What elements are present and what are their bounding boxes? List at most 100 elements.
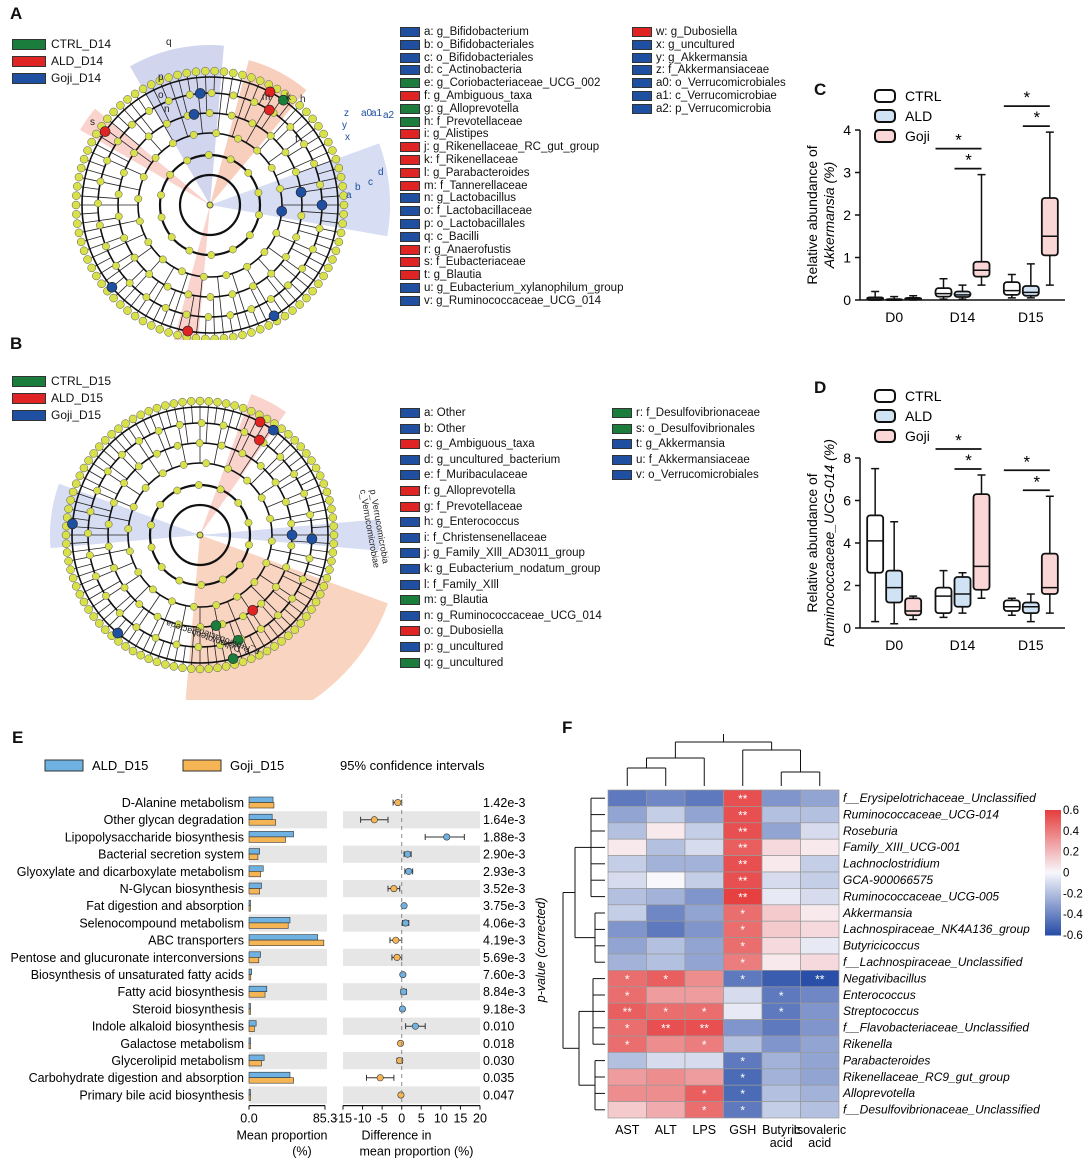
heatmap-cell bbox=[761, 871, 801, 889]
x-tick-label: 0.0 bbox=[240, 1112, 257, 1126]
clade-legend-item: u: g_Eubacterium_xylanophilum_group bbox=[400, 281, 623, 295]
leaf-node bbox=[238, 330, 247, 340]
inner-node bbox=[248, 119, 257, 128]
inner-node bbox=[249, 282, 257, 291]
biomarker-node bbox=[194, 88, 206, 99]
y-tick-label: 3 bbox=[843, 165, 851, 181]
row-label: Enterococcus bbox=[843, 988, 916, 1002]
leaf-node bbox=[322, 573, 332, 583]
tree-arc bbox=[137, 132, 283, 278]
clade-label: a: Other bbox=[424, 407, 466, 419]
inner-node bbox=[300, 140, 308, 148]
branch bbox=[143, 267, 175, 320]
row-label: Lachnoclostridium bbox=[843, 857, 940, 871]
inner-node bbox=[168, 597, 176, 606]
colorbar-segment bbox=[1045, 874, 1061, 878]
y-axis-label-italic: Ruminococcaceae_UCG-014 (%) bbox=[821, 439, 837, 647]
y-tick-label: 4 bbox=[843, 122, 851, 138]
bar-ald bbox=[248, 813, 273, 820]
colorbar-segment bbox=[1045, 851, 1061, 855]
column-label: AST bbox=[615, 1123, 640, 1137]
inner-node bbox=[292, 168, 300, 176]
clade-legend-item: d: c_Actinobacteria bbox=[400, 63, 522, 77]
clade-label: e: f_Muribaculaceae bbox=[424, 469, 528, 482]
box bbox=[904, 597, 923, 617]
inner-node bbox=[120, 583, 129, 592]
inner-node bbox=[292, 233, 301, 242]
branch bbox=[121, 106, 163, 152]
colorbar-segment bbox=[1045, 822, 1061, 826]
branch bbox=[173, 405, 187, 465]
row-label: Ruminococcaceae_UCG-005 bbox=[843, 889, 999, 903]
significance-star: * bbox=[625, 1038, 630, 1052]
leaf-node bbox=[64, 556, 73, 566]
branch bbox=[90, 574, 141, 609]
branch bbox=[126, 594, 161, 645]
clade-label: j: g_Rikenellaceae_RC_gut_group bbox=[424, 141, 600, 154]
y-tick-label: 4 bbox=[843, 535, 851, 551]
branch bbox=[80, 177, 140, 191]
leaf-node bbox=[238, 403, 248, 413]
leaf-node bbox=[136, 650, 145, 660]
branch bbox=[100, 447, 117, 462]
inner-node bbox=[197, 419, 206, 427]
heatmap-cell bbox=[800, 1002, 840, 1020]
leaf-node bbox=[296, 442, 305, 451]
box bbox=[1002, 281, 1021, 296]
leaf-node bbox=[169, 399, 179, 408]
leaf-node bbox=[186, 664, 196, 673]
p-value: 4.19e-3 bbox=[483, 934, 525, 948]
tree-label: s bbox=[90, 117, 95, 128]
colorbar-segment bbox=[1045, 818, 1061, 821]
inner-node bbox=[151, 633, 160, 642]
inner-node bbox=[189, 131, 198, 139]
clade-swatch bbox=[400, 439, 420, 450]
leaf-node bbox=[76, 237, 86, 247]
inner-node bbox=[182, 310, 191, 319]
branch bbox=[295, 119, 312, 134]
leaf-node bbox=[73, 182, 82, 191]
legend-label-ald: ALD_D15 bbox=[92, 758, 148, 773]
leaf-node bbox=[210, 66, 219, 76]
inner-node bbox=[229, 91, 238, 100]
significance-star: * bbox=[663, 1005, 668, 1019]
colorbar-segment bbox=[1045, 930, 1061, 934]
leaf-node bbox=[247, 73, 256, 82]
inner-node bbox=[315, 224, 324, 233]
inner-node bbox=[178, 267, 186, 276]
colorbar-segment bbox=[1045, 903, 1061, 907]
inner-node bbox=[202, 459, 211, 468]
biomarker-node bbox=[210, 620, 222, 631]
clade-label: b: Other bbox=[424, 422, 466, 435]
root-node bbox=[206, 201, 214, 209]
tree-label: y bbox=[342, 120, 347, 131]
leaf-node bbox=[155, 324, 165, 334]
bar-goji bbox=[248, 802, 275, 809]
legend-ald-d15: ALD_D15 bbox=[12, 391, 103, 405]
clade-swatch bbox=[400, 517, 420, 528]
heatmap-cell bbox=[646, 838, 686, 856]
legend-swatch bbox=[12, 55, 46, 67]
branch bbox=[70, 508, 130, 522]
colorbar-segment bbox=[1045, 895, 1061, 898]
significance-star: * bbox=[740, 1087, 745, 1101]
leaf-node bbox=[311, 597, 321, 607]
leaf-node bbox=[66, 565, 75, 574]
row-label: f__Erysipelotrichaceae_Unclassified bbox=[843, 791, 1036, 805]
leaf-node bbox=[338, 219, 347, 228]
heatmap-cell bbox=[761, 789, 801, 807]
branch bbox=[168, 273, 189, 331]
inner-node bbox=[119, 168, 128, 177]
leaf-node bbox=[319, 582, 329, 591]
legend-label: ALD bbox=[905, 108, 932, 124]
branch bbox=[149, 412, 173, 469]
y-tick-label: 8 bbox=[843, 450, 851, 466]
colorbar-segment bbox=[1045, 897, 1061, 901]
significance-star: * bbox=[625, 989, 630, 1003]
branch bbox=[106, 441, 150, 485]
leaf-node bbox=[103, 114, 112, 124]
branch bbox=[173, 605, 187, 665]
box bbox=[1040, 197, 1059, 257]
significance-star: * bbox=[740, 1104, 745, 1118]
leaf-node bbox=[68, 573, 78, 583]
